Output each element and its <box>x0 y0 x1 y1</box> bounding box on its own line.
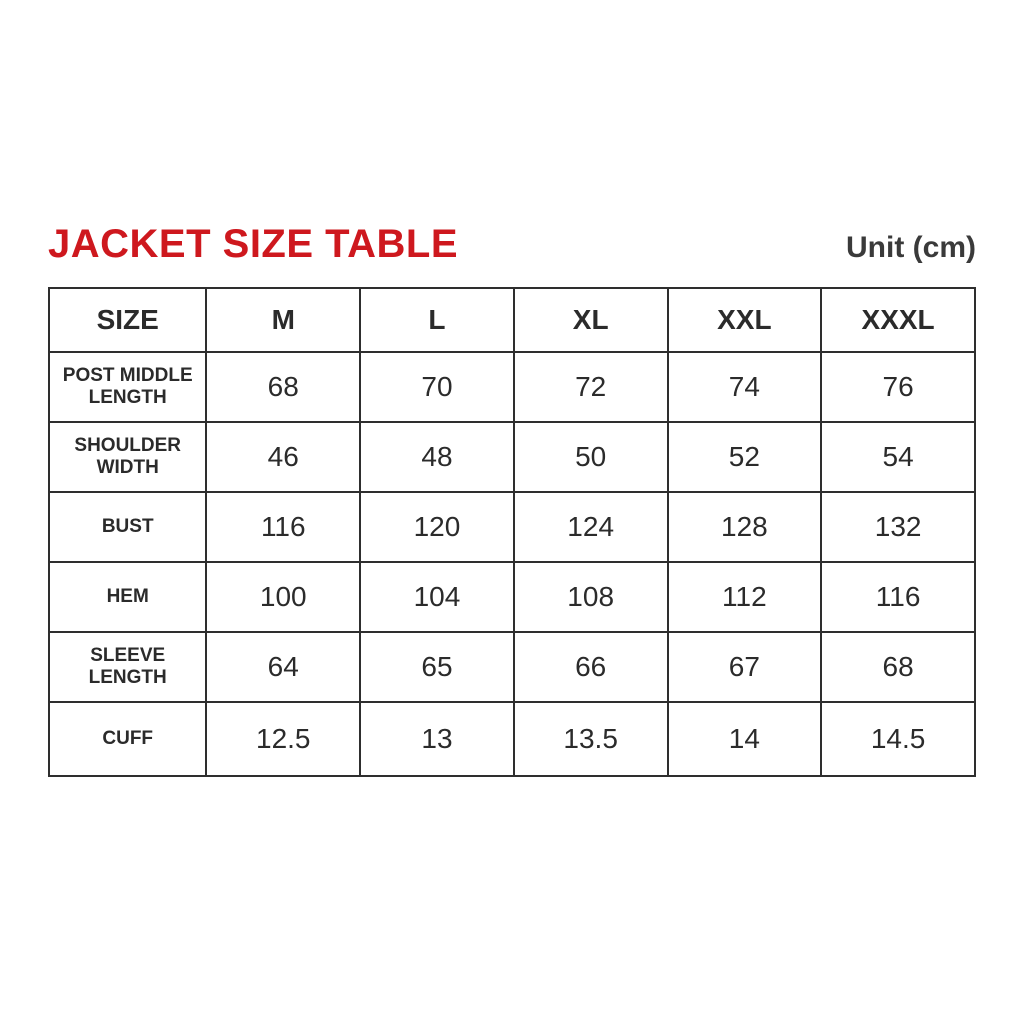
unit-label: Unit (cm) <box>846 231 976 264</box>
cell-value: 12.5 <box>205 701 362 777</box>
cell-value: 52 <box>666 421 823 493</box>
cell-value: 14 <box>666 701 823 777</box>
cell-value: 108 <box>512 561 669 633</box>
cell-value: 46 <box>205 421 362 493</box>
cell-value: 120 <box>359 491 515 563</box>
table-row-shoulder-width: SHOULDER WIDTH 46 48 50 52 54 <box>47 421 976 493</box>
cell-value: 13.5 <box>512 701 669 777</box>
cell-value: 67 <box>666 631 823 703</box>
cell-value: 54 <box>820 421 976 493</box>
header-cell-size: SIZE <box>47 287 208 353</box>
cell-value: 116 <box>820 561 976 633</box>
cell-value: 72 <box>512 351 669 423</box>
cell-value: 13 <box>359 701 515 777</box>
row-label: BUST <box>47 491 208 563</box>
table-row-cuff: CUFF 12.5 13 13.5 14 14.5 <box>47 701 976 777</box>
row-label: POST MIDDLE LENGTH <box>47 351 208 423</box>
cell-value: 74 <box>666 351 823 423</box>
row-label: SLEEVE LENGTH <box>47 631 208 703</box>
cell-value: 100 <box>205 561 362 633</box>
cell-value: 128 <box>666 491 823 563</box>
cell-value: 112 <box>666 561 823 633</box>
cell-value: 66 <box>512 631 669 703</box>
table-row-hem: HEM 100 104 108 112 116 <box>47 561 976 633</box>
header-cell-xxl: XXL <box>666 287 823 353</box>
cell-value: 14.5 <box>820 701 976 777</box>
cell-value: 48 <box>359 421 515 493</box>
row-label: HEM <box>47 561 208 633</box>
cell-value: 64 <box>205 631 362 703</box>
size-table: SIZE M L XL XXL XXXL POST MIDDLE LENGTH … <box>47 287 976 777</box>
cell-value: 76 <box>820 351 976 423</box>
cell-value: 50 <box>512 421 669 493</box>
cell-value: 65 <box>359 631 515 703</box>
cell-value: 116 <box>205 491 362 563</box>
header-bar: JACKET SIZE TABLE Unit (cm) <box>48 222 976 267</box>
cell-value: 104 <box>359 561 515 633</box>
row-label: SHOULDER WIDTH <box>47 421 208 493</box>
page-title: JACKET SIZE TABLE <box>48 222 459 266</box>
cell-value: 68 <box>205 351 362 423</box>
table-header-row: SIZE M L XL XXL XXXL <box>47 287 976 353</box>
header-cell-xl: XL <box>512 287 669 353</box>
header-cell-m: M <box>205 287 362 353</box>
table-row-sleeve-length: SLEEVE LENGTH 64 65 66 67 68 <box>47 631 976 703</box>
row-label: CUFF <box>47 701 208 777</box>
cell-value: 124 <box>512 491 669 563</box>
header-cell-xxxl: XXXL <box>820 287 976 353</box>
table-row-bust: BUST 116 120 124 128 132 <box>47 491 976 563</box>
cell-value: 70 <box>359 351 515 423</box>
cell-value: 132 <box>820 491 976 563</box>
header-cell-l: L <box>359 287 515 353</box>
table-row-post-middle-length: POST MIDDLE LENGTH 68 70 72 74 76 <box>47 351 976 423</box>
cell-value: 68 <box>820 631 976 703</box>
